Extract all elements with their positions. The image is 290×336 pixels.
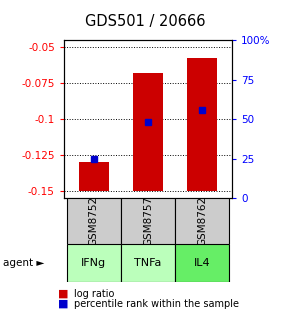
Bar: [175, 244, 229, 282]
Text: ■: ■: [58, 289, 68, 299]
Bar: [175, 198, 229, 244]
Text: GSM8762: GSM8762: [197, 196, 207, 246]
Bar: [133, 73, 163, 191]
Text: GSM8757: GSM8757: [143, 196, 153, 246]
Text: GDS501 / 20666: GDS501 / 20666: [85, 14, 205, 29]
Bar: [121, 198, 175, 244]
Bar: [66, 244, 121, 282]
Text: IL4: IL4: [194, 258, 211, 268]
Bar: [66, 198, 121, 244]
Text: ■: ■: [58, 299, 68, 309]
Bar: [121, 244, 175, 282]
Text: GSM8752: GSM8752: [89, 196, 99, 246]
Text: TNFa: TNFa: [134, 258, 162, 268]
Text: log ratio: log ratio: [74, 289, 114, 299]
Text: agent ►: agent ►: [3, 258, 44, 268]
Bar: [187, 57, 217, 191]
Text: IFNg: IFNg: [81, 258, 106, 268]
Bar: [79, 162, 108, 191]
Text: percentile rank within the sample: percentile rank within the sample: [74, 299, 239, 309]
